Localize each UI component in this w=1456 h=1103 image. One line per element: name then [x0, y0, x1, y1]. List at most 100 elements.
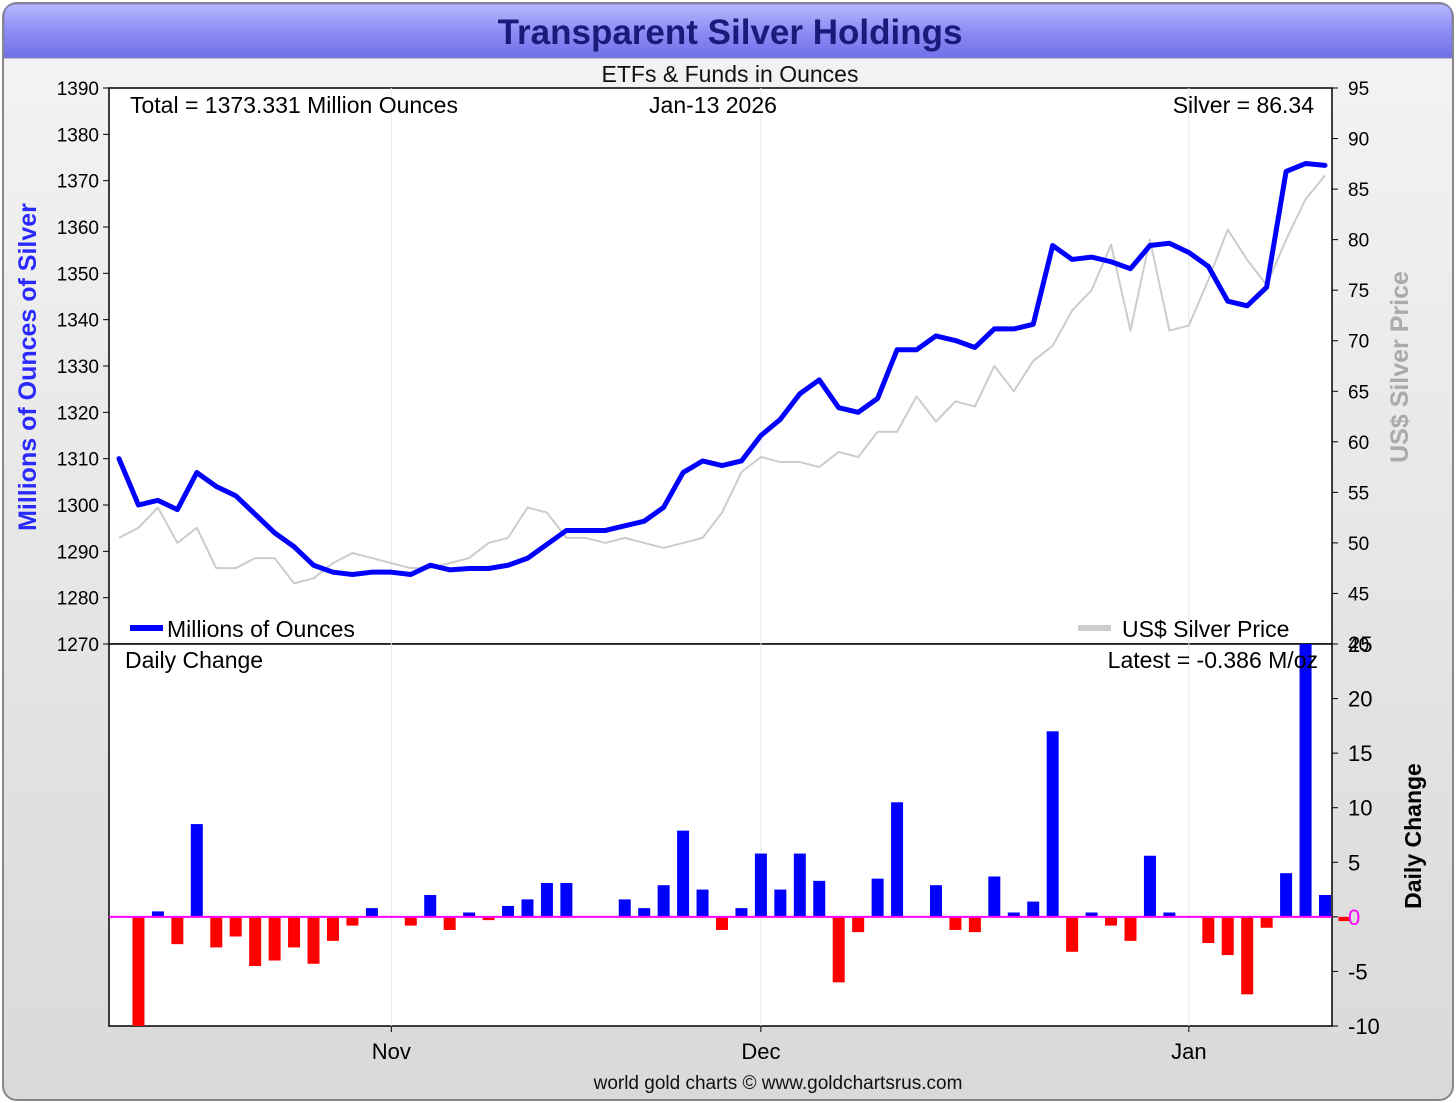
- daily-change-bar-28: [657, 885, 670, 917]
- ounces-series: [116, 161, 1328, 577]
- daily-change-bar-40: [891, 802, 904, 917]
- daily-change-bar-29: [677, 830, 690, 917]
- daily-change-bar-38: [852, 916, 865, 933]
- daily-change-bar-22: [540, 883, 553, 917]
- left-tick-label-4: 1310: [57, 450, 99, 471]
- daily-change-bar-9: [288, 916, 301, 948]
- lower-tick-label-5: 15: [1348, 741, 1372, 766]
- daily-change-bars: [132, 644, 1351, 1026]
- daily-change-bar-27: [638, 908, 651, 917]
- lower-tick-label-1: -5: [1348, 959, 1368, 984]
- lower-tick-label-4: 10: [1348, 796, 1372, 821]
- daily-change-bar-36: [813, 880, 826, 917]
- daily-change-bar-58: [1241, 916, 1254, 995]
- daily-change-bar-17: [443, 916, 456, 930]
- left-tick-label-2: 1290: [57, 542, 99, 563]
- left-tick-label-8: 1350: [57, 264, 99, 285]
- daily-change-bar-4: [190, 824, 203, 917]
- credit-text: world gold charts © www.goldchartsrus.co…: [593, 1073, 963, 1094]
- daily-change-bar-19: [482, 916, 495, 921]
- right-axis-title: US$ Silver Price: [1386, 271, 1414, 463]
- daily-change-bar-57: [1221, 916, 1234, 956]
- daily-change-bar-3: [171, 916, 184, 945]
- daily-change-bar-18: [463, 912, 476, 917]
- daily-change-bar-61: [1299, 644, 1312, 917]
- daily-change-bar-60: [1280, 873, 1293, 917]
- daily-change-bar-12: [346, 916, 359, 926]
- left-tick-label-9: 1360: [57, 218, 99, 239]
- daily-change-bar-53: [1143, 855, 1156, 917]
- lower-tick-label-3: 5: [1348, 850, 1360, 875]
- daily-change-bar-47: [1027, 901, 1040, 917]
- daily-change-bar-46: [1007, 912, 1020, 917]
- right-tick-label-8: 80: [1348, 231, 1369, 252]
- latest-label: Latest = -0.386 M/oz: [1108, 647, 1318, 673]
- right-tick-label-5: 65: [1348, 382, 1369, 403]
- daily-change-bar-44: [968, 916, 981, 933]
- x-tick-label-0: Nov: [372, 1039, 411, 1064]
- daily-change-bar-21: [521, 899, 534, 917]
- daily-change-bar-1: [132, 916, 145, 1026]
- x-tick-label-1: Dec: [741, 1039, 780, 1064]
- left-tick-label-6: 1330: [57, 357, 99, 378]
- left-tick-label-1: 1280: [57, 589, 99, 610]
- daily-change-bar-23: [560, 883, 573, 917]
- daily-change-bar-6: [229, 916, 242, 937]
- daily-change-bar-49: [1066, 916, 1079, 952]
- daily-change-bar-56: [1202, 916, 1215, 944]
- daily-change-bar-54: [1163, 912, 1176, 917]
- right-tick-label-2: 50: [1348, 534, 1369, 555]
- silver-price-series: [118, 174, 1326, 585]
- daily-change-bar-37: [832, 916, 845, 983]
- title-bar: [3, 3, 1453, 59]
- daily-change-bar-52: [1124, 916, 1137, 941]
- daily-change-bar-15: [404, 916, 417, 926]
- left-tick-label-11: 1380: [57, 125, 99, 146]
- daily-change-bar-34: [774, 889, 787, 917]
- lower-tick-label-2: 0: [1348, 905, 1360, 930]
- daily-change-bar-20: [502, 905, 515, 917]
- lower-tick-label-6: 20: [1348, 687, 1372, 712]
- left-tick-label-12: 1390: [57, 79, 99, 100]
- daily-change-bar-26: [618, 899, 631, 917]
- lower-title: Daily Change: [125, 647, 263, 673]
- daily-change-bar-63: [1338, 916, 1351, 922]
- daily-change-bar-45: [988, 876, 1001, 917]
- daily-change-bar-59: [1260, 916, 1273, 928]
- daily-change-bar-35: [793, 853, 806, 917]
- right-tick-label-9: 85: [1348, 180, 1369, 201]
- daily-change-bar-48: [1046, 731, 1059, 917]
- daily-change-bar-62: [1319, 895, 1331, 917]
- daily-change-bar-42: [929, 885, 942, 917]
- right-tick-label-10: 90: [1348, 130, 1369, 151]
- legend-ounces-label: Millions of Ounces: [167, 616, 355, 642]
- right-tick-label-6: 70: [1348, 332, 1369, 353]
- upper-plot-area: [108, 87, 1333, 645]
- right-tick-label-3: 55: [1348, 483, 1369, 504]
- silver-price-line: [118, 174, 1326, 585]
- daily-change-bar-43: [949, 916, 962, 930]
- daily-change-bar-2: [151, 911, 164, 917]
- daily-change-bar-13: [365, 908, 378, 917]
- right-tick-label-11: 95: [1348, 79, 1369, 100]
- left-tick-label-7: 1340: [57, 311, 99, 332]
- silver-price-label: Silver = 86.34: [1173, 92, 1314, 118]
- lower-tick-label-0: -10: [1348, 1014, 1380, 1039]
- chart-title: Transparent Silver Holdings: [498, 13, 963, 52]
- daily-change-bar-51: [1105, 916, 1118, 926]
- lower-plot-area: [108, 643, 1333, 1027]
- right-tick-label-0: 40: [1348, 635, 1369, 656]
- right-tick-label-1: 45: [1348, 584, 1369, 605]
- daily-change-bar-32: [735, 908, 748, 917]
- legend-price-label: US$ Silver Price: [1122, 616, 1289, 642]
- left-tick-label-5: 1320: [57, 403, 99, 424]
- daily-change-bar-39: [871, 878, 884, 917]
- daily-change-bar-7: [249, 916, 262, 966]
- daily-change-bar-30: [696, 889, 709, 917]
- chart-subtitle: ETFs & Funds in Ounces: [602, 61, 859, 87]
- daily-change-bar-10: [307, 916, 320, 964]
- daily-change-bar-11: [326, 916, 339, 941]
- right-tick-label-4: 60: [1348, 433, 1369, 454]
- daily-change-bar-31: [716, 916, 728, 930]
- daily-change-bar-50: [1085, 912, 1098, 917]
